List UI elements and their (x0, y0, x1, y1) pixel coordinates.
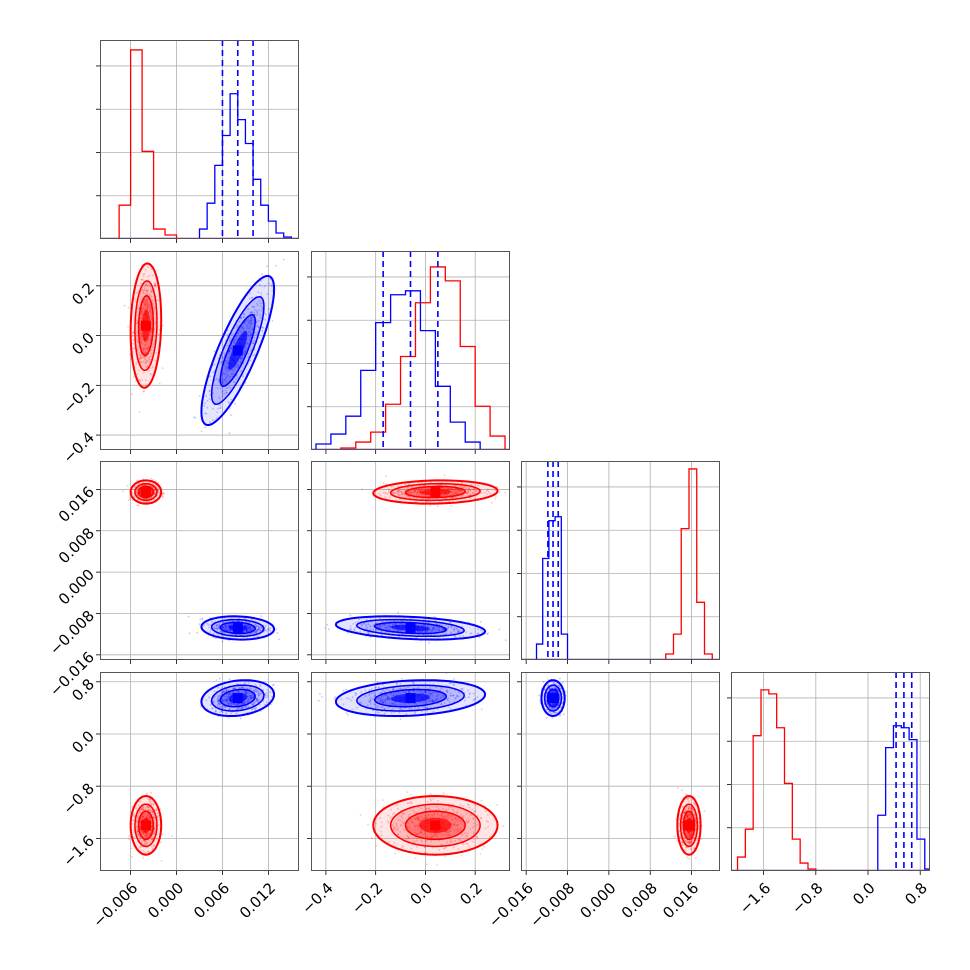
scatter-points-1 (317, 672, 485, 721)
panel-frame (521, 672, 720, 871)
panel-content (521, 461, 720, 660)
panel-frame (731, 672, 930, 871)
panel-content (317, 672, 505, 866)
tick-label-x: 0.016 (659, 879, 702, 922)
density-peak-1 (548, 693, 559, 704)
panel-content (731, 672, 930, 871)
tick-label-y: 0.000 (55, 565, 98, 608)
tick-label-x: 0.000 (144, 879, 187, 922)
tick-label-x: −0.8 (788, 879, 826, 917)
hist-series-1 (198, 93, 292, 239)
panel-frame (521, 461, 720, 660)
scatter-panel-2-1 (307, 461, 510, 664)
hist-series-0 (736, 689, 817, 871)
tick-label-y: −0.8 (60, 779, 98, 817)
tick-label-x: 0.0 (849, 879, 879, 909)
tick-label-x: −0.006 (89, 879, 141, 931)
scatter-panel-3-1: −0.4 −0.2 0.0 0.2 (298, 672, 510, 918)
scatter-panel-3-0: −0.006 0.000 0.006 0.012−1.6−0.80.00.8 (60, 672, 299, 931)
tick-label-x: 0.2 (456, 879, 486, 909)
panel-frame (100, 461, 299, 660)
panel-frame (311, 461, 510, 660)
tick-label-x: −0.016 (485, 879, 537, 931)
histogram-panel-1 (307, 251, 510, 454)
density-peak-1 (232, 345, 243, 356)
panel-frame (311, 672, 510, 871)
density-peak-1 (232, 622, 243, 633)
hist-series-0 (340, 266, 506, 450)
density-peak-0 (140, 487, 151, 498)
tick-label-x: −0.4 (298, 879, 336, 917)
panel-content (538, 677, 706, 860)
tick-label-y: −0.4 (60, 428, 98, 466)
tick-label-x: −0.008 (526, 879, 578, 931)
density-peak-0 (430, 820, 441, 831)
hist-series-1 (315, 290, 481, 450)
histogram-panel-0 (96, 40, 299, 243)
tick-label-x: 0.000 (577, 879, 620, 922)
panel-content (128, 677, 276, 862)
panel-content (122, 477, 280, 643)
tick-label-y: 0.0 (68, 727, 98, 757)
panel-frame (100, 672, 299, 871)
scatter-panel-1-0: −0.4 −0.2 0.0 0.2 (60, 251, 299, 467)
panel-content (311, 251, 510, 450)
density-peak-0 (140, 820, 151, 831)
tick-label-x: 0.0 (407, 879, 437, 909)
tick-label-y: 0.008 (55, 524, 98, 567)
histogram-panel-3: −1.6 −0.8 0.0 0.8 (727, 672, 931, 918)
panel-frame (311, 251, 510, 450)
tick-label-y: −0.008 (46, 607, 98, 659)
density-peak-1 (405, 693, 416, 704)
tick-label-y: 0.0 (68, 329, 98, 359)
tick-label-y: 0.2 (68, 279, 98, 309)
tick-label-x: 0.012 (236, 879, 279, 922)
tick-label-x: 0.8 (901, 879, 931, 909)
hist-series-1 (877, 725, 930, 871)
density-peak-1 (405, 622, 416, 633)
tick-label-y: −0.2 (60, 379, 98, 417)
histogram-panel-2 (517, 461, 720, 664)
panel-frame (100, 251, 299, 450)
tick-label-y: −1.6 (60, 832, 98, 870)
tick-label-x: 0.008 (618, 879, 661, 922)
panel-content (123, 258, 285, 435)
density-peak-0 (140, 320, 151, 331)
hist-series-0 (665, 468, 713, 660)
tick-label-y: 0.016 (55, 483, 98, 526)
density-peak-1 (232, 693, 243, 704)
panel-content (324, 474, 507, 644)
panel-content (100, 40, 299, 239)
density-peak-0 (683, 820, 694, 831)
tick-label-x: 0.006 (190, 879, 233, 922)
hist-series-1 (535, 516, 569, 660)
panel-frame (100, 40, 299, 239)
hist-series-0 (118, 49, 178, 239)
density-peak-0 (430, 487, 441, 498)
tick-label-x: −0.2 (348, 879, 386, 917)
tick-label-x: −1.6 (736, 879, 774, 917)
